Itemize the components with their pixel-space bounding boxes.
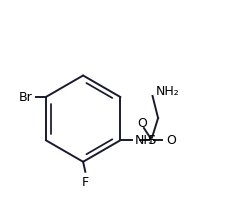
Text: F: F [82, 176, 89, 189]
Text: NH₂: NH₂ [156, 86, 180, 99]
Text: O: O [166, 134, 176, 147]
Text: O: O [138, 117, 147, 130]
Text: NH: NH [135, 134, 154, 147]
Text: S: S [147, 134, 156, 147]
Text: Br: Br [19, 90, 32, 103]
